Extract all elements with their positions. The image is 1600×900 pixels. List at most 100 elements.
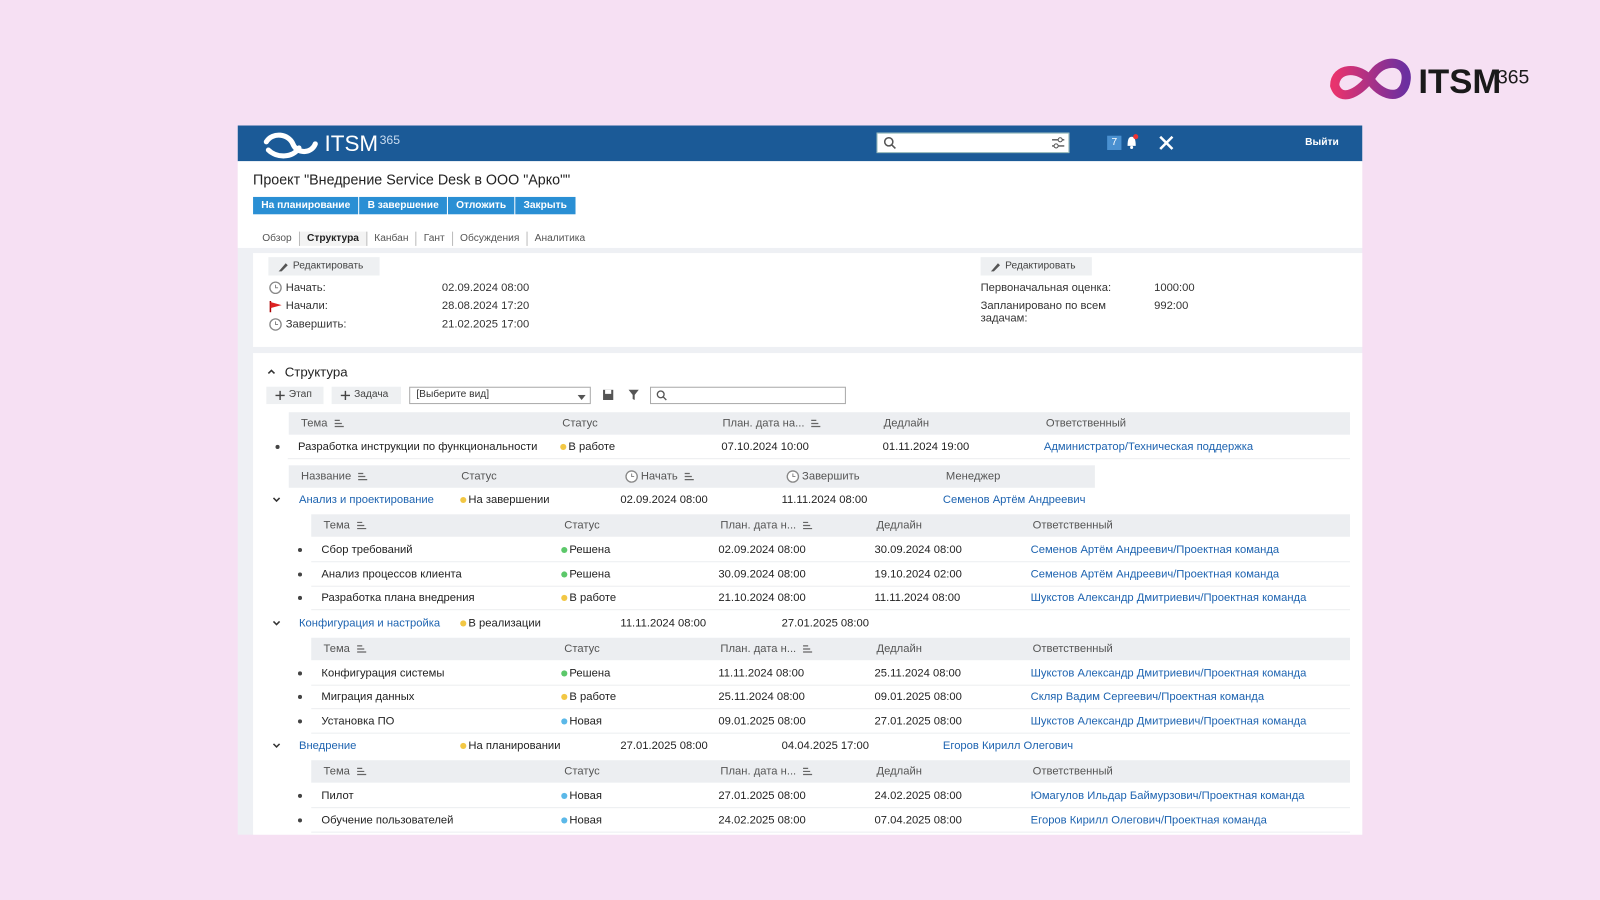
tab[interactable]: Аналитика bbox=[526, 231, 592, 246]
global-search[interactable] bbox=[876, 132, 1070, 154]
structure-search-icon-svg bbox=[656, 390, 667, 401]
column-header: Дедлайн bbox=[883, 417, 930, 430]
column-header: Тема bbox=[323, 519, 350, 532]
sort-icon bbox=[684, 471, 694, 481]
schedule-icon bbox=[268, 281, 282, 295]
table-header bbox=[311, 637, 1351, 660]
filter-icon-svg bbox=[628, 389, 639, 401]
add-button[interactable] bbox=[331, 386, 402, 405]
column-header: Статус bbox=[562, 417, 598, 430]
row-divider bbox=[311, 561, 1351, 563]
sort-icon bbox=[334, 418, 344, 428]
action-bar: На планирование В завершение Отложить Закры… bbox=[253, 196, 576, 215]
task-assignee[interactable]: Юмагулов Ильдар Баймурзович/Проектная ко… bbox=[1030, 789, 1305, 803]
tab[interactable]: Гант bbox=[415, 231, 452, 246]
column-header: План. дата н... bbox=[720, 642, 797, 655]
task-assignee[interactable]: Семенов Артём Андреевич/Проектная команд… bbox=[1030, 543, 1280, 557]
task-planned: 21.10.2024 08:00 bbox=[718, 591, 806, 605]
tab[interactable]: Обзор bbox=[262, 232, 292, 244]
task-assignee[interactable]: Администратор/Техническая поддержка bbox=[1043, 440, 1254, 454]
sort-icon bbox=[802, 643, 813, 653]
task-assignee[interactable]: Семенов Артём Андреевич/Проектная команд… bbox=[1030, 567, 1280, 581]
view-select-label: [Выберите вид] bbox=[416, 388, 490, 401]
plus-icon bbox=[340, 390, 351, 401]
bullet bbox=[297, 547, 303, 553]
stage-name[interactable]: Внедрение bbox=[298, 739, 357, 753]
task-planned: 30.09.2024 08:00 bbox=[718, 567, 806, 581]
schedule-value: 21.02.2025 17:00 bbox=[441, 318, 530, 331]
estimate-edit-icon-svg bbox=[990, 263, 1001, 272]
action-button[interactable]: В завершение bbox=[359, 196, 447, 215]
status-dot bbox=[561, 546, 568, 554]
stage-name[interactable]: Конфигурация и настройка bbox=[298, 616, 441, 630]
task-assignee[interactable]: Шукстов Александр Дмитриевич/Проектная к… bbox=[1030, 591, 1307, 605]
column-header: План. дата на... bbox=[722, 417, 805, 430]
search-settings-icon bbox=[1051, 136, 1065, 150]
task-assignee[interactable]: Шукстов Александр Дмитриевич/Проектная к… bbox=[1030, 666, 1307, 680]
status-dot bbox=[460, 619, 467, 627]
search-icon-svg bbox=[883, 136, 896, 150]
stage-end: 27.01.2025 08:00 bbox=[781, 616, 870, 630]
task-subject: Разработка плана внедрения bbox=[321, 591, 475, 605]
task-assignee[interactable]: Скляр Вадим Сергеевич/Проектная команда bbox=[1030, 690, 1265, 704]
stage-manager[interactable]: Егоров Кирилл Олегович bbox=[942, 739, 1074, 753]
sort-icon-svg bbox=[357, 644, 367, 653]
schedule-icon-svg bbox=[269, 318, 282, 331]
task-deadline: 09.01.2025 08:00 bbox=[874, 690, 962, 704]
notification-count[interactable]: 7 bbox=[1107, 135, 1122, 151]
schedule-label: Начать: bbox=[285, 281, 326, 294]
task-subject: Пилот bbox=[321, 789, 354, 803]
app-logo-name: ITSM bbox=[324, 130, 379, 157]
task-deadline: 19.10.2024 02:00 bbox=[874, 567, 962, 581]
tab[interactable]: Обсуждения bbox=[451, 231, 527, 246]
column-header: Статус bbox=[564, 642, 600, 655]
status-dot bbox=[561, 693, 568, 701]
column-header: Статус bbox=[564, 765, 600, 778]
schedule-value: 02.09.2024 08:00 bbox=[441, 281, 530, 294]
column-header: Название bbox=[301, 470, 352, 483]
bullet bbox=[297, 694, 303, 699]
top-bar bbox=[237, 125, 1363, 162]
stage-name[interactable]: Анализ и проектирование bbox=[298, 493, 434, 507]
estimate-edit[interactable] bbox=[980, 257, 1092, 276]
task-assignee[interactable]: Егоров Кирилл Олегович/Проектная команда bbox=[1030, 813, 1267, 827]
tab[interactable]: Структура bbox=[298, 231, 367, 246]
status-dot bbox=[561, 669, 568, 677]
stage-manager[interactable]: Семенов Артём Андреевич bbox=[942, 493, 1086, 507]
task-deadline: 24.02.2025 08:00 bbox=[874, 789, 962, 803]
status-dot bbox=[561, 594, 568, 602]
column-header: Тема bbox=[301, 417, 328, 430]
view-select[interactable] bbox=[409, 386, 591, 405]
status-dot bbox=[460, 496, 467, 504]
structure-search[interactable] bbox=[650, 386, 846, 405]
column-header: План. дата н... bbox=[720, 765, 797, 778]
task-planned: 27.01.2025 08:00 bbox=[718, 789, 806, 803]
schedule-edit[interactable] bbox=[268, 257, 380, 276]
action-button[interactable]: На планирование bbox=[253, 196, 359, 215]
tab[interactable]: Канбан bbox=[366, 231, 415, 246]
action-button[interactable]: Отложить bbox=[447, 196, 515, 215]
bullet bbox=[297, 817, 303, 822]
estimate-value: 992:00 bbox=[1154, 300, 1189, 313]
sort-icon bbox=[356, 766, 367, 776]
expand-icon-svg bbox=[272, 620, 281, 626]
bell-icon bbox=[1124, 134, 1139, 150]
status: На завершении bbox=[468, 493, 550, 507]
status: Решена bbox=[569, 567, 611, 581]
task-subject: Разработка инструкции по функциональност… bbox=[297, 440, 538, 454]
estimate-label: Первоначальная оценка: bbox=[980, 281, 1112, 294]
task-subject: Сбор требований bbox=[321, 543, 413, 557]
row-divider bbox=[287, 458, 1351, 460]
status: На планировании bbox=[468, 739, 561, 753]
column-header: Статус bbox=[564, 519, 600, 532]
column-header: Менеджер bbox=[945, 470, 1001, 483]
sort-icon bbox=[802, 766, 813, 776]
plus-icon-svg bbox=[275, 390, 285, 401]
column-header: Дедлайн bbox=[876, 519, 922, 532]
logout[interactable]: Выйти bbox=[1305, 136, 1339, 148]
task-assignee[interactable]: Шукстов Александр Дмитриевич/Проектная к… bbox=[1030, 714, 1307, 728]
task-subject: Миграция данных bbox=[321, 690, 415, 704]
column-header: Ответственный bbox=[1032, 765, 1113, 778]
action-button[interactable]: Закрыть bbox=[515, 196, 576, 215]
